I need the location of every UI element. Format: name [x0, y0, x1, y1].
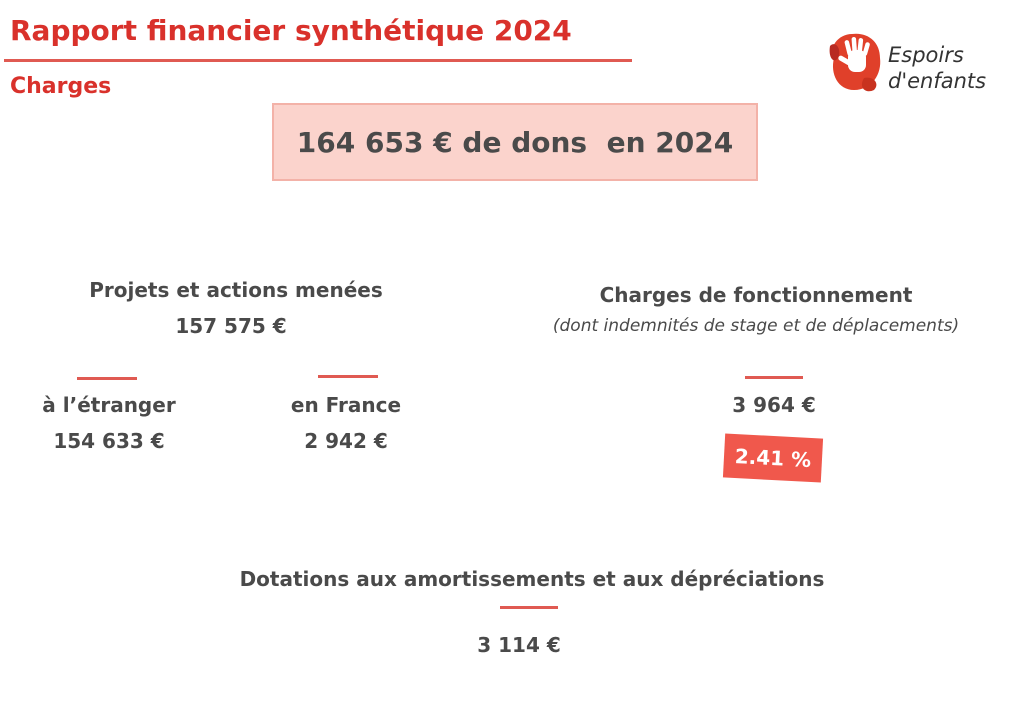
- abroad-label: à l’étranger: [42, 393, 176, 417]
- svg-text:Espoirs: Espoirs: [888, 43, 964, 67]
- operating-amount: 3 964 €: [732, 393, 816, 417]
- depreciation-rule: [500, 606, 558, 609]
- operating-label: Charges de fonctionnement: [599, 283, 913, 307]
- depreciation-label: Dotations aux amortissements et aux dépr…: [239, 567, 825, 591]
- svg-text:d'enfants: d'enfants: [888, 69, 986, 93]
- depreciation-amount: 3 114 €: [477, 633, 561, 657]
- percent-badge: 2.41 %: [722, 433, 824, 483]
- page-title: Rapport financier synthétique 2024: [10, 14, 572, 47]
- operating-note: (dont indemnités de stage et de déplacem…: [552, 316, 960, 336]
- projects-label: Projets et actions menées: [89, 278, 383, 302]
- abroad-rule: [77, 377, 137, 380]
- france-amount: 2 942 €: [304, 429, 388, 453]
- title-underline: [4, 59, 632, 62]
- france-label: en France: [290, 393, 402, 417]
- abroad-amount: 154 633 €: [53, 429, 165, 453]
- donations-box: 164 653 € de dons en 2024: [272, 103, 758, 181]
- hand-icon: Espoirs d'enfants: [829, 33, 986, 93]
- france-rule: [318, 375, 378, 378]
- section-title: Charges: [10, 74, 112, 99]
- logo: Espoirs d'enfants: [824, 28, 1014, 100]
- projects-amount: 157 575 €: [175, 314, 287, 338]
- operating-rule: [745, 376, 803, 379]
